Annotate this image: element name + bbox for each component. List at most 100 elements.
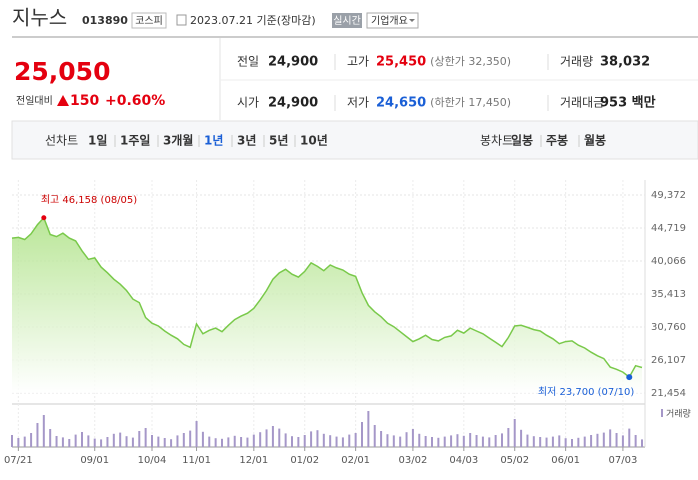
period-tab[interactable]: 10년 [300,134,328,148]
stat-label: 고가 [347,55,369,69]
volume-bar [11,435,13,447]
period-tab[interactable]: 3개월 [163,133,193,148]
volume-bar [151,435,153,447]
volume-bar [322,433,325,447]
line-chart-label: 선차트 [45,134,78,148]
volume-bar [628,428,631,447]
company-box[interactable] [366,12,419,29]
stat-note: (하한가 17,450) [430,95,511,109]
volume-bar [195,421,198,447]
volume-bar [443,436,446,447]
volume-bar [297,437,300,447]
date: 2023.07.21 기준(장마감) [190,14,316,27]
volume-bar [265,429,268,447]
volume-bar [246,437,249,447]
volume-bar [405,432,408,447]
volume-bar [81,432,83,447]
volume-bar [189,430,192,447]
volume-bar [456,434,459,447]
volume-bar [271,426,274,447]
volume-bar [462,435,465,447]
stat-value: 24,900 [268,96,318,111]
candle-tab[interactable]: 주봉 [546,134,568,148]
volume-bar [341,437,344,447]
x-tick-label: 02/01 [341,455,370,466]
company-button[interactable]: 기업개요 [371,14,408,27]
volume-bar [214,438,217,447]
y-tick-label: 21,454 [651,388,686,399]
volume-bar [335,436,338,447]
x-tick-label: 05/02 [500,455,529,466]
volume-bar [42,415,45,447]
period-tab[interactable]: 1일 [88,134,107,148]
period-tab[interactable]: 3년 [237,134,256,148]
volume-bar [100,439,103,447]
market-badge: 코스피 [135,15,163,27]
stat-label: 저가 [347,96,369,110]
realtime-button[interactable]: 실시간 [333,15,361,27]
y-tick-label: 44,719 [651,223,686,234]
y-tick-label: 49,372 [651,190,686,201]
volume-bar [303,435,306,447]
volume-bar [354,433,357,447]
period-tab[interactable]: 5년 [269,134,288,148]
volume-bar [418,433,421,447]
volume-bar [144,428,147,447]
market-badge-box [131,12,167,29]
volume-bar [68,439,71,447]
x-tick-label: 06/01 [551,455,580,466]
change-pct: +0.60% [105,93,165,109]
period-tab[interactable]: 1주일 [120,134,150,148]
volume-bar [252,434,255,447]
volume-bar [380,431,383,447]
x-tick-label: 07/21 [4,455,33,466]
candle-tab[interactable]: 월봉 [584,133,606,148]
stock-name: 지누스 [12,6,67,30]
volume-bar [571,439,573,447]
volume-bar [558,435,561,447]
volume-bar [310,431,313,447]
volume-bar [564,438,567,447]
volume-bar [131,437,134,447]
up-triangle [57,95,69,106]
volume-bar [367,411,370,447]
stat-value: 38,032 [600,55,650,70]
volume-bar [74,434,77,447]
calendar-icon [176,14,187,26]
volume-bar [634,435,637,447]
high-annotation: 최고 46,158 (08/05) [41,194,137,206]
volume-bar [170,439,173,447]
volume-bar [399,436,402,447]
volume-bar [163,438,166,447]
volume-bar [615,433,618,447]
y-tick-label: 26,107 [651,355,686,366]
price-area [12,217,642,393]
dropdown-arrow [409,19,415,22]
x-tick-label: 10/04 [138,455,167,466]
volume-bar [602,432,605,447]
volume-bar [93,438,96,447]
low-marker [626,374,633,381]
volume-bar [348,434,351,447]
volume-bar [30,433,33,447]
volume-bar [545,437,548,447]
volume-bar [240,437,243,447]
stat-value: 953 백만 [600,95,656,111]
volume-bar [469,433,472,447]
x-tick-label: 01/02 [290,455,319,466]
volume-bar [481,436,484,447]
volume-bar [494,435,497,447]
volume-bar [621,435,624,447]
volume-bar [61,437,64,447]
period-tab[interactable]: 1년 [204,134,223,148]
stat-label: 거래대금 [560,96,604,110]
y-tick-label: 40,066 [651,256,686,267]
volume-bar [36,423,39,447]
volume-bar [23,436,26,447]
realtime-box[interactable] [332,13,362,28]
candle-tab[interactable]: 일봉 [511,134,533,148]
volume-bar [259,432,262,447]
volume-bar [119,432,122,447]
y-tick-label: 35,413 [651,289,686,300]
